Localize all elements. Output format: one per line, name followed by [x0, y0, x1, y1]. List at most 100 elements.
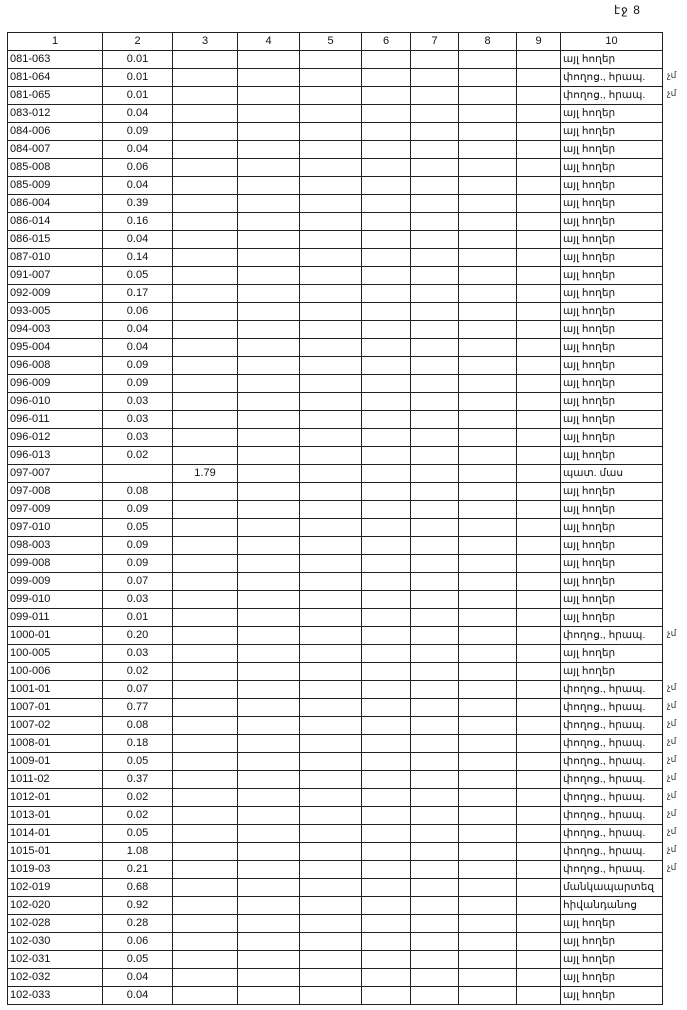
- cell-col-5: [299, 518, 362, 537]
- cell-col-2: 1.08: [102, 842, 173, 861]
- cell-col-8: [458, 878, 517, 897]
- cell-col-2: 0.02: [102, 446, 173, 465]
- cell-col-7: [410, 482, 459, 501]
- cell-col-2: 0.16: [102, 212, 173, 231]
- cell-col-5: [299, 644, 362, 663]
- cell-col-8: [458, 698, 517, 717]
- cell-col-3: [172, 194, 238, 213]
- cell-col-1: 096-012: [7, 428, 103, 447]
- cell-col-10: փողոց., հրապ.: [560, 770, 663, 789]
- cell-col-5: [299, 662, 362, 681]
- cell-col-9: [516, 410, 561, 429]
- cell-col-10: փողոց., հրապ.: [560, 806, 663, 825]
- table-row: 086-014 0.16 այլ հողեր: [7, 212, 663, 231]
- cell-col-1: 086-015: [7, 230, 103, 249]
- cell-col-2: 0.37: [102, 770, 173, 789]
- table-row: 102-032 0.04 այլ հողեր: [7, 968, 663, 987]
- cell-col-5: [299, 950, 362, 969]
- cell-col-3: [172, 662, 238, 681]
- cell-col-1: 096-010: [7, 392, 103, 411]
- cell-col-8: [458, 86, 517, 105]
- cell-col-3: [172, 896, 238, 915]
- cell-col-6: [361, 428, 411, 447]
- cell-col-1: 1014-01: [7, 824, 103, 843]
- cell-col-6: [361, 626, 411, 645]
- cell-col-1: 097-009: [7, 500, 103, 519]
- cell-col-4: [237, 626, 300, 645]
- cell-col-2: 0.06: [102, 158, 173, 177]
- cell-col-9: [516, 842, 561, 861]
- cell-col-4: [237, 464, 300, 483]
- cell-col-4: [237, 302, 300, 321]
- cell-col-6: [361, 878, 411, 897]
- cell-col-5: [299, 806, 362, 825]
- cell-col-2: 0.05: [102, 266, 173, 285]
- cell-col-6: [361, 572, 411, 591]
- cell-col-10: փողոց., հրապ.: [560, 752, 663, 771]
- margin-note: չմ: [667, 718, 677, 728]
- cell-col-7: [410, 752, 459, 771]
- cell-col-9: [516, 950, 561, 969]
- cell-col-3: [172, 572, 238, 591]
- cell-col-8: [458, 860, 517, 879]
- cell-col-7: [410, 626, 459, 645]
- cell-col-1: 086-014: [7, 212, 103, 231]
- cell-col-8: [458, 716, 517, 735]
- table-row: 1007-02 0.08 փողոց., հրապ.: [7, 716, 663, 735]
- cell-col-4: [237, 662, 300, 681]
- cell-col-7: [410, 356, 459, 375]
- cell-col-9: [516, 806, 561, 825]
- cell-col-8: [458, 950, 517, 969]
- cell-col-8: [458, 320, 517, 339]
- cell-col-3: [172, 320, 238, 339]
- cell-col-6: [361, 500, 411, 519]
- cell-col-2: 0.01: [102, 608, 173, 627]
- cell-col-2: 0.18: [102, 734, 173, 753]
- cell-col-9: [516, 392, 561, 411]
- cell-col-10: հիվանդանոց: [560, 896, 663, 915]
- cell-col-5: [299, 68, 362, 87]
- cell-col-10: այլ հողեր: [560, 518, 663, 537]
- cell-col-1: 1011-02: [7, 770, 103, 789]
- cell-col-3: [172, 608, 238, 627]
- cell-col-4: [237, 482, 300, 501]
- cell-col-5: [299, 572, 362, 591]
- cell-col-6: [361, 752, 411, 771]
- cell-col-9: [516, 788, 561, 807]
- cell-col-5: [299, 824, 362, 843]
- table-row: 1009-01 0.05 փողոց., հրապ.: [7, 752, 663, 771]
- table-row: 098-003 0.09 այլ հողեր: [7, 536, 663, 555]
- cell-col-4: [237, 860, 300, 879]
- cell-col-6: [361, 212, 411, 231]
- cell-col-7: [410, 896, 459, 915]
- cell-col-5: [299, 716, 362, 735]
- cell-col-4: [237, 176, 300, 195]
- cell-col-5: [299, 482, 362, 501]
- cell-col-4: [237, 770, 300, 789]
- cell-col-8: [458, 842, 517, 861]
- cell-col-3: [172, 284, 238, 303]
- cell-col-1: 083-012: [7, 104, 103, 123]
- cell-col-1: 102-031: [7, 950, 103, 969]
- cell-col-3: [172, 752, 238, 771]
- cell-col-6: [361, 338, 411, 357]
- cell-col-3: [172, 482, 238, 501]
- table-row: 094-003 0.04 այլ հողեր: [7, 320, 663, 339]
- cell-col-1: 099-008: [7, 554, 103, 573]
- cell-col-1: 1012-01: [7, 788, 103, 807]
- cell-col-10: այլ հողեր: [560, 284, 663, 303]
- cell-col-4: [237, 194, 300, 213]
- table-row: 086-015 0.04 այլ հողեր: [7, 230, 663, 249]
- cell-col-5: [299, 374, 362, 393]
- cell-col-9: [516, 320, 561, 339]
- cell-col-5: [299, 788, 362, 807]
- cell-col-8: [458, 230, 517, 249]
- table-row: 099-008 0.09 այլ հողեր: [7, 554, 663, 573]
- cell-col-4: [237, 230, 300, 249]
- cell-col-2: 0.09: [102, 500, 173, 519]
- table-row: 1007-01 0.77 փողոց., հրապ.: [7, 698, 663, 717]
- cell-col-3: [172, 914, 238, 933]
- cell-col-9: [516, 932, 561, 951]
- cell-col-4: [237, 374, 300, 393]
- cell-col-10: այլ հողեր: [560, 950, 663, 969]
